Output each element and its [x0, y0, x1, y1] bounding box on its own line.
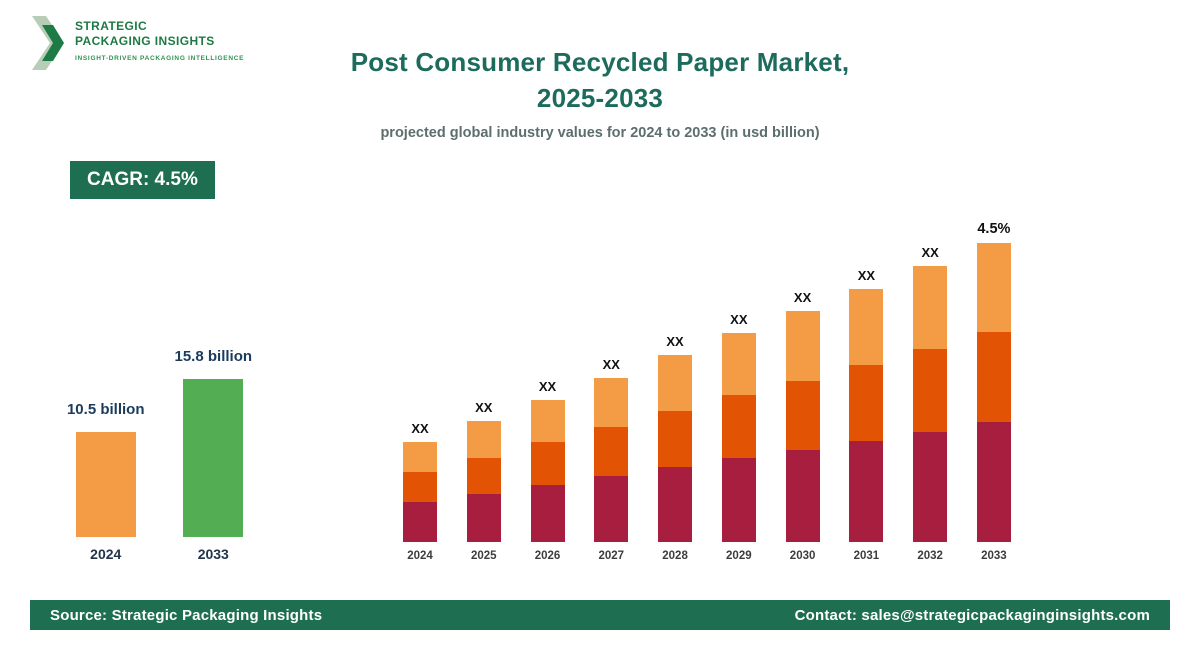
middle-segment-2029	[721, 395, 756, 458]
stacked-bar-group-2029: XX 2029	[721, 312, 756, 562]
stacked-bar-group-2024: XX 2024	[403, 421, 437, 562]
footer-contact: Contact: sales@strategicpackaginginsight…	[794, 606, 1150, 624]
stacked-bar-group-2027: XX 2027	[594, 357, 629, 562]
bottom-segment-2032	[913, 432, 948, 542]
bar-value-label-2024: XX	[411, 421, 429, 436]
bar-value-label-2025: XX	[475, 400, 493, 415]
comparison-bar-chart: 10.5 billion 2024 15.8 billion 2033	[52, 300, 267, 562]
bottom-segment-2030	[785, 450, 820, 542]
bottom-segment-2028	[658, 467, 693, 542]
middle-segment-2030	[785, 381, 820, 450]
comparison-value-label-2024: 10.5 billion	[66, 401, 145, 418]
bar-value-label-2027: XX	[602, 357, 620, 372]
bar-category-label-2031: 2031	[853, 550, 880, 562]
bottom-segment-2026	[530, 485, 565, 542]
title-block: Post Consumer Recycled Paper Market, 2025…	[230, 44, 970, 141]
bar-category-label-2028: 2028	[662, 550, 688, 562]
bar-category-label-2030: 2030	[789, 550, 816, 562]
comparison-category-label-2024: 2024	[90, 546, 122, 562]
middle-segment-2024	[403, 472, 437, 502]
top-segment-2031	[849, 289, 884, 365]
top-segment-2032	[913, 266, 948, 349]
bottom-segment-2024	[403, 502, 437, 542]
bar-category-label-2027: 2027	[598, 550, 625, 562]
stacked-bar-group-2028: XX 2028	[658, 334, 693, 562]
cagr-badge: CAGR: 4.5%	[70, 161, 215, 199]
footer-bar: Source: Strategic Packaging Insights Con…	[30, 600, 1170, 630]
stacked-bar-2029	[721, 333, 756, 542]
page-title-line1: Post Consumer Recycled Paper Market,	[350, 47, 850, 77]
top-segment-2026	[530, 400, 565, 442]
middle-segment-2031	[849, 365, 884, 441]
bar-category-label-2024: 2024	[407, 550, 433, 562]
comparison-category-label-2033: 2033	[197, 546, 229, 562]
stacked-bar-2033	[976, 243, 1011, 542]
top-segment-2033	[976, 243, 1011, 332]
top-segment-2028	[658, 355, 693, 411]
middle-segment-2032	[913, 349, 948, 432]
logo-chevron-icon	[32, 16, 64, 70]
footer-source: Source: Strategic Packaging Insights	[50, 606, 323, 624]
stacked-bar-group-2031: XX 2031	[849, 268, 884, 562]
stacked-bar-group-2032: XX 2032	[913, 245, 948, 562]
bar-category-label-2033: 2033	[981, 550, 1007, 562]
page-subtitle: projected global industry values for 202…	[380, 125, 820, 141]
middle-segment-2027	[594, 427, 629, 476]
comparison-bar-2033	[183, 379, 244, 537]
bar-value-label-2026: XX	[538, 379, 557, 394]
stacked-bar-2024	[403, 442, 437, 542]
bottom-segment-2033	[976, 422, 1011, 542]
bar-category-label-2025: 2025	[470, 550, 497, 562]
stacked-bar-2028	[658, 355, 693, 542]
bar-category-label-2026: 2026	[534, 550, 561, 562]
top-segment-2030	[785, 311, 820, 381]
comparison-bar-group-2024: 10.5 billion 2024	[67, 401, 145, 562]
page-title: Post Consumer Recycled Paper Market, 2025…	[230, 44, 970, 116]
logo-text: STRATEGIC PACKAGING INSIGHTS INSIGHT-DRI…	[75, 12, 244, 62]
bottom-segment-2029	[721, 458, 756, 542]
bar-value-label-2030: XX	[793, 290, 812, 305]
stacked-bar-2025	[466, 421, 501, 542]
middle-segment-2033	[976, 332, 1011, 422]
bar-value-label-2031: XX	[857, 268, 876, 283]
bar-category-label-2029: 2029	[726, 550, 752, 562]
top-segment-2029	[721, 333, 756, 395]
stacked-bar-group-2026: XX 2026	[530, 379, 565, 562]
page-title-line2: 2025-2033	[536, 83, 664, 113]
stacked-bar-group-2033: 4.5% 2033	[976, 221, 1011, 562]
stacked-bar-2027	[594, 378, 629, 542]
middle-segment-2028	[658, 411, 693, 467]
comparison-value-label-2033: 15.8 billion	[174, 348, 253, 365]
bar-value-label-2032: XX	[921, 245, 939, 260]
stacked-bar-group-2025: XX 2025	[466, 400, 501, 562]
bottom-segment-2031	[849, 441, 884, 542]
logo-name-line1: STRATEGIC	[75, 19, 148, 33]
bottom-segment-2027	[594, 476, 629, 542]
logo-name-line2: PACKAGING INSIGHTS	[75, 34, 215, 48]
stacked-bar-2032	[913, 266, 948, 542]
bottom-segment-2025	[466, 494, 501, 542]
bar-value-label-2033: 4.5%	[977, 221, 1011, 237]
logo: STRATEGIC PACKAGING INSIGHTS INSIGHT-DRI…	[30, 12, 244, 70]
top-segment-2027	[594, 378, 629, 427]
middle-segment-2025	[466, 458, 501, 494]
top-segment-2024	[403, 442, 437, 472]
bar-value-label-2028: XX	[666, 334, 684, 349]
logo-tagline: INSIGHT-DRIVEN PACKAGING INTELLIGENCE	[75, 55, 245, 62]
stacked-bar-2031	[849, 289, 884, 542]
middle-segment-2026	[530, 442, 565, 485]
comparison-bar-2024	[75, 432, 136, 537]
top-segment-2025	[466, 421, 501, 458]
stacked-bar-2030	[785, 311, 820, 542]
bar-category-label-2032: 2032	[917, 550, 943, 562]
bar-value-label-2029: XX	[730, 312, 748, 327]
stacked-bar-group-2030: XX 2030	[785, 290, 820, 562]
stacked-bar-chart: XX 2024 XX 2025 XX 2026 XX 2027 XX 2028 XX 2029 XX 20…	[403, 200, 1011, 562]
stacked-bar-2026	[530, 400, 565, 542]
comparison-bar-group-2033: 15.8 billion 2033	[175, 348, 253, 562]
